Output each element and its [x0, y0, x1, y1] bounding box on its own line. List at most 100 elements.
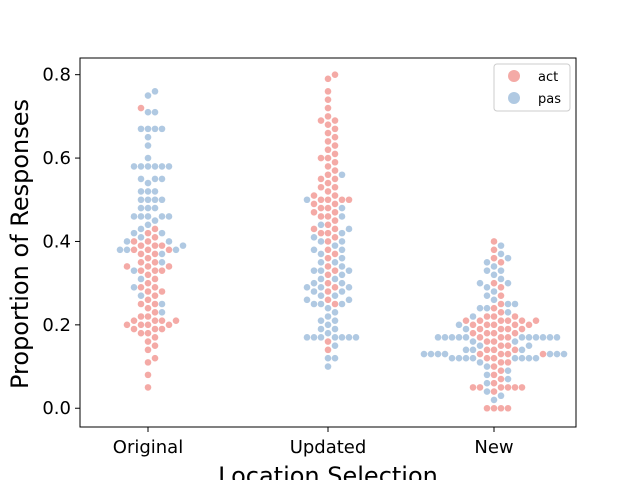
- point-act-original: [130, 317, 138, 324]
- point-pas-original: [158, 213, 166, 220]
- point-act-original: [137, 267, 145, 274]
- point-act-original: [151, 267, 159, 274]
- point-pas-original: [158, 309, 166, 316]
- point-pas-original: [151, 163, 159, 170]
- data-points: [116, 71, 568, 412]
- point-pas-updated: [324, 313, 332, 320]
- point-act-updated: [331, 208, 339, 216]
- point-pas-updated: [317, 259, 325, 266]
- point-pas-original: [151, 108, 159, 116]
- point-act-new: [476, 350, 484, 358]
- point-act-new: [504, 334, 512, 341]
- point-act-new: [504, 359, 512, 366]
- point-act-original: [144, 254, 152, 262]
- point-pas-updated: [303, 196, 311, 204]
- point-act-new: [490, 304, 498, 312]
- point-pas-new: [420, 350, 428, 358]
- point-act-original: [158, 317, 166, 324]
- point-act-updated: [324, 75, 332, 83]
- point-pas-original: [137, 163, 145, 170]
- point-act-updated: [310, 192, 318, 199]
- point-act-new: [490, 313, 498, 320]
- y-tick-label: 0.8: [42, 65, 71, 86]
- point-act-updated: [317, 213, 325, 220]
- point-act-new: [497, 404, 505, 412]
- point-pas-updated: [324, 321, 332, 329]
- point-pas-new: [448, 354, 456, 362]
- point-pas-updated: [338, 238, 346, 245]
- point-pas-original: [158, 300, 166, 308]
- point-act-new: [490, 321, 498, 329]
- point-act-updated: [331, 233, 339, 241]
- point-act-original: [137, 284, 145, 291]
- point-act-updated: [331, 267, 339, 274]
- point-pas-original: [179, 242, 187, 249]
- point-pas-new: [504, 300, 512, 308]
- point-act-original: [144, 321, 152, 329]
- point-pas-updated: [331, 334, 339, 341]
- point-pas-updated: [317, 238, 325, 245]
- point-act-updated: [331, 183, 339, 191]
- point-pas-original: [130, 213, 138, 220]
- point-act-updated: [324, 88, 332, 95]
- point-act-new: [490, 346, 498, 354]
- point-act-original: [151, 300, 159, 308]
- point-act-original: [144, 304, 152, 312]
- point-act-original: [151, 225, 159, 233]
- point-pas-original: [123, 246, 131, 254]
- point-act-updated: [317, 196, 325, 204]
- point-act-new: [504, 350, 512, 358]
- point-pas-updated: [310, 246, 318, 254]
- point-act-updated: [310, 225, 318, 233]
- point-pas-new: [462, 346, 470, 354]
- point-pas-updated: [345, 284, 353, 291]
- point-pas-updated: [331, 275, 339, 283]
- point-act-original: [151, 292, 159, 299]
- point-act-updated: [324, 179, 332, 187]
- y-tick-label: 0.4: [42, 231, 71, 252]
- point-pas-new: [525, 342, 533, 349]
- point-act-updated: [331, 158, 339, 166]
- point-pas-updated: [317, 300, 325, 308]
- point-act-original: [130, 246, 138, 254]
- point-pas-updated: [331, 317, 339, 324]
- legend-marker-act: [508, 70, 520, 82]
- point-pas-new: [497, 392, 505, 400]
- point-pas-new: [532, 334, 540, 341]
- point-pas-new: [518, 346, 526, 354]
- point-pas-new: [525, 354, 533, 362]
- point-act-new: [490, 363, 498, 370]
- point-act-original: [151, 242, 159, 249]
- point-act-original: [151, 342, 159, 349]
- point-act-new: [476, 334, 484, 341]
- point-pas-new: [504, 375, 512, 383]
- point-act-updated: [324, 246, 332, 254]
- point-act-original: [137, 242, 145, 249]
- point-act-new: [469, 384, 477, 391]
- point-pas-original: [151, 125, 159, 133]
- point-pas-updated: [331, 292, 339, 299]
- point-pas-new: [455, 354, 463, 362]
- point-act-updated: [324, 146, 332, 154]
- point-act-original: [144, 296, 152, 304]
- point-act-updated: [324, 154, 332, 162]
- point-pas-updated: [310, 279, 318, 287]
- point-pas-new: [469, 338, 477, 345]
- point-pas-original: [130, 284, 138, 291]
- point-act-new: [497, 292, 505, 299]
- point-act-new: [469, 329, 477, 337]
- point-act-new: [476, 325, 484, 333]
- point-pas-original: [158, 175, 166, 183]
- point-pas-original: [158, 250, 166, 258]
- point-act-updated: [324, 338, 332, 345]
- point-act-original: [151, 259, 159, 266]
- point-pas-new: [490, 288, 498, 295]
- point-pas-new: [490, 271, 498, 279]
- point-pas-new: [518, 334, 526, 341]
- point-act-original: [165, 321, 173, 329]
- point-act-new: [497, 284, 505, 291]
- point-pas-updated: [338, 271, 346, 279]
- point-pas-new: [497, 267, 505, 274]
- point-pas-original: [137, 125, 145, 133]
- point-act-new: [497, 317, 505, 324]
